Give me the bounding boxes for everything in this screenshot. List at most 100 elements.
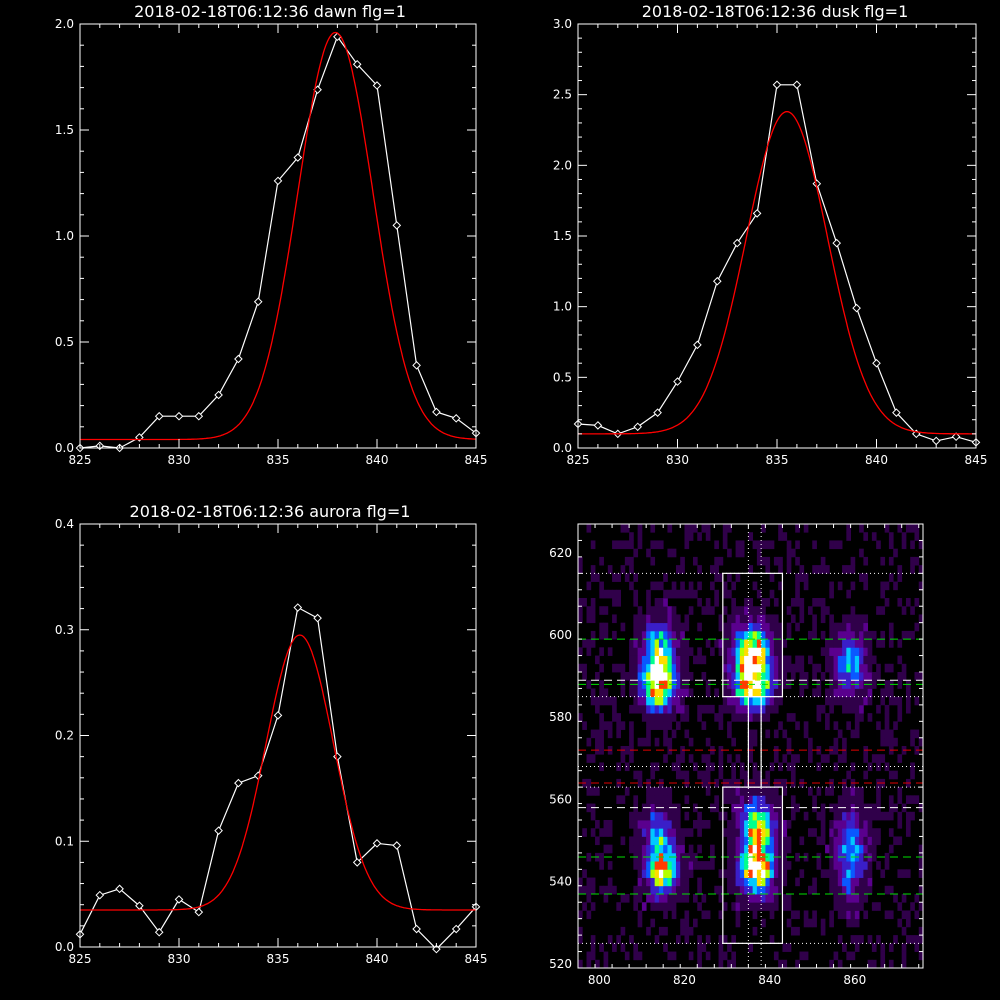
heatmap-cell xyxy=(697,704,702,714)
heatmap-cell xyxy=(735,754,741,763)
heatmap-cell xyxy=(748,894,754,903)
data-point xyxy=(412,361,421,370)
heatmap-cell xyxy=(637,836,643,846)
heatmap-cell xyxy=(731,828,736,837)
heatmap-cell xyxy=(727,704,732,714)
heatmap-cell xyxy=(820,598,826,607)
heatmap-cell xyxy=(688,844,694,854)
heatmap-cell xyxy=(842,655,847,665)
heatmap-cell xyxy=(650,852,656,862)
data-point xyxy=(194,907,204,917)
heatmap-cell xyxy=(833,951,839,961)
heatmap-cell xyxy=(667,713,673,722)
heatmap-cell xyxy=(795,540,800,550)
heatmap-cell xyxy=(646,885,651,895)
heatmap-cell xyxy=(837,811,843,821)
heatmap-cell xyxy=(735,861,741,870)
heatmap-cell xyxy=(918,902,923,911)
heatmap-cell xyxy=(620,926,626,936)
heatmap-cell xyxy=(812,540,817,550)
heatmap-cell xyxy=(854,910,860,920)
heatmap-cell xyxy=(863,672,869,681)
heatmap-cell xyxy=(820,754,826,763)
heatmap-cell xyxy=(837,663,843,673)
heatmap-cell xyxy=(854,787,860,796)
heatmap-cell xyxy=(646,877,651,887)
heatmap-cell xyxy=(837,869,843,878)
x-tick-label: 825 xyxy=(69,453,92,467)
heatmap-cell xyxy=(735,647,741,656)
heatmap-cell xyxy=(658,606,664,615)
heatmap-cell xyxy=(599,762,604,772)
heatmap-cell xyxy=(910,540,915,550)
heatmap-cell xyxy=(688,828,694,837)
heatmap-cell xyxy=(756,795,762,804)
heatmap-cell xyxy=(795,926,800,936)
heatmap-cell xyxy=(910,556,915,566)
heatmap-cell xyxy=(905,935,911,944)
heatmap-cell xyxy=(816,861,822,870)
heatmap-cell xyxy=(671,614,677,624)
heatmap-cell xyxy=(667,647,673,656)
heatmap-cell xyxy=(654,713,660,722)
heatmap-cell xyxy=(748,663,754,673)
heatmap-cell xyxy=(582,663,587,673)
heatmap-cell xyxy=(641,869,647,878)
heatmap-cell xyxy=(761,598,766,607)
heatmap-cell xyxy=(663,910,668,920)
heatmap-cell xyxy=(646,894,651,903)
heatmap-cell xyxy=(680,647,685,656)
heatmap-cell xyxy=(646,926,651,936)
heatmap-cell xyxy=(756,655,762,665)
heatmap-cell xyxy=(761,787,766,796)
heatmap-cell xyxy=(803,811,809,821)
heatmap-cell xyxy=(590,729,596,739)
heatmap-cell xyxy=(650,828,656,837)
x-tick-label: 860 xyxy=(843,973,866,987)
heatmap-cell xyxy=(658,787,664,796)
heatmap-cell xyxy=(880,959,886,968)
heatmap-cell xyxy=(663,902,668,911)
heatmap-cell xyxy=(782,877,788,887)
heatmap-cell xyxy=(688,581,694,591)
heatmap-cell xyxy=(748,737,754,747)
heatmap-cell xyxy=(820,926,826,936)
heatmap-cell xyxy=(697,581,702,591)
heatmap-cell xyxy=(748,565,754,574)
heatmap-cell xyxy=(735,713,741,722)
y-tick-label: 560 xyxy=(549,792,572,806)
heatmap-cell xyxy=(837,754,843,763)
heatmap-cell xyxy=(859,663,864,673)
heatmap-cell xyxy=(671,951,677,961)
x-tick-label: 845 xyxy=(465,453,488,467)
heatmap-cell xyxy=(859,655,864,665)
heatmap-cell xyxy=(876,902,881,911)
heatmap-cell xyxy=(846,770,851,780)
heatmap-cell xyxy=(731,581,736,591)
heatmap-cell xyxy=(675,877,681,887)
heatmap-cell xyxy=(846,622,851,632)
heatmap-cell xyxy=(765,704,771,714)
heatmap-cell xyxy=(769,935,775,944)
heatmap-cell xyxy=(705,787,711,796)
heatmap-cell xyxy=(637,622,643,632)
heatmap-cell xyxy=(654,902,660,911)
heatmap-cell xyxy=(846,655,851,665)
heatmap-cell xyxy=(859,614,864,624)
heatmap-cell xyxy=(778,877,783,887)
heatmap-cell xyxy=(646,820,651,829)
heatmap-cell xyxy=(914,894,920,903)
heatmap-cell xyxy=(744,836,749,846)
heatmap-cell xyxy=(888,737,894,747)
heatmap-cell xyxy=(910,811,915,821)
heatmap-cell xyxy=(671,869,677,878)
heatmap-cell xyxy=(888,885,894,895)
x-tick-label: 840 xyxy=(366,453,389,467)
heatmap-cell xyxy=(829,844,834,854)
heatmap-cell xyxy=(688,861,694,870)
heatmap-cell xyxy=(765,622,771,632)
heatmap-cell xyxy=(667,828,673,837)
heatmap-cell xyxy=(752,820,758,829)
data-point xyxy=(174,411,184,421)
